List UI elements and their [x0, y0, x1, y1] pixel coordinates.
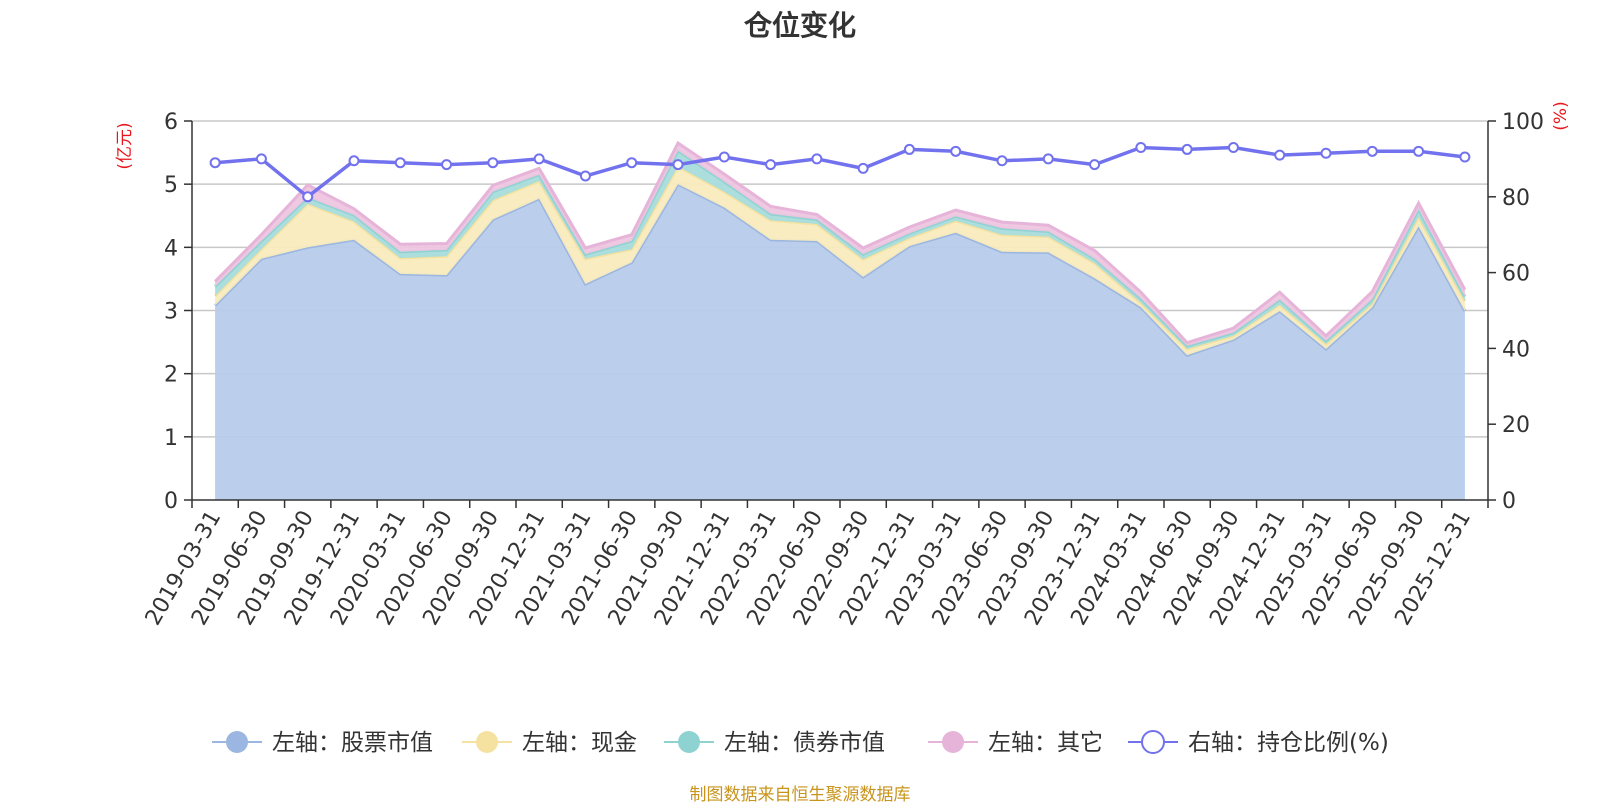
- left-tick-label: 3: [164, 300, 178, 325]
- ratio-point: [1135, 142, 1147, 154]
- right-axis-label: (%): [1551, 101, 1571, 130]
- ratio-point: [1181, 143, 1193, 155]
- legend-label: 右轴：持仓比例(%): [1188, 730, 1389, 756]
- left-axis-label: (亿元): [115, 122, 135, 169]
- ratio-point: [996, 155, 1008, 167]
- ratio-point: [255, 153, 267, 165]
- left-tick-label: 2: [164, 363, 178, 388]
- ratio-point: [441, 159, 453, 171]
- ratio-point: [1366, 145, 1378, 157]
- legend-marker: [476, 731, 498, 753]
- area-e6b4d8: [215, 143, 1465, 346]
- ratio-point: [718, 151, 730, 163]
- legend-label: 左轴：债券市值: [724, 730, 885, 756]
- ratio-point: [1227, 142, 1239, 154]
- ratio-point: [1320, 147, 1332, 159]
- ratio-line-path: [214, 145, 1466, 200]
- ratio-point: [857, 162, 869, 174]
- ratio-point: [394, 157, 406, 169]
- legend-marker: [678, 731, 700, 753]
- ratio-point: [1459, 151, 1471, 163]
- legend-label: 左轴：现金: [522, 730, 637, 756]
- right-tick-label: 100: [1502, 110, 1544, 135]
- legend-marker: [226, 731, 248, 753]
- ratio-point: [950, 145, 962, 157]
- area-f5e2a0: [215, 166, 1465, 356]
- right-tick-label: 20: [1502, 413, 1530, 438]
- ratio-point: [348, 155, 360, 167]
- stacked-areas: [214, 140, 1467, 500]
- legend-label: 左轴：其它: [988, 730, 1103, 756]
- left-tick-label: 0: [164, 489, 178, 514]
- legend: 左轴：股票市值 左轴：现金 左轴：债券市值 左轴：其它 右轴：持仓比例(%): [212, 730, 1389, 756]
- ratio-point: [765, 159, 777, 171]
- ratio-point: [1089, 159, 1101, 171]
- ratio-point: [533, 153, 545, 165]
- ratio-point: [1042, 153, 1054, 165]
- ratio-point: [903, 143, 915, 155]
- right-tick-label: 80: [1502, 186, 1530, 211]
- left-tick-label: 5: [164, 173, 178, 198]
- left-tick-label: 1: [164, 426, 178, 451]
- left-tick-label: 4: [164, 236, 178, 261]
- ratio-point: [302, 191, 314, 203]
- right-tick-label: 60: [1502, 262, 1530, 287]
- ratio-point: [672, 159, 684, 171]
- legend-label: 左轴：股票市值: [272, 730, 433, 756]
- ratio-point: [1413, 145, 1425, 157]
- ratio-point: [626, 157, 638, 169]
- right-tick-label: 0: [1502, 489, 1516, 514]
- ratio-point: [209, 157, 221, 169]
- ratio-point: [487, 157, 499, 169]
- source-note: 制图数据来自恒生聚源数据库: [689, 785, 911, 805]
- ratio-point: [579, 170, 591, 182]
- right-tick-label: 40: [1502, 337, 1530, 362]
- ratio-point: [1274, 149, 1286, 161]
- area-9bb6e0: [215, 184, 1465, 500]
- legend-marker: [1141, 730, 1165, 754]
- chart-title: 仓位变化: [743, 9, 856, 42]
- area-edge-line: [214, 140, 1467, 345]
- left-tick-label: 6: [164, 110, 178, 135]
- ratio-line: [209, 142, 1471, 203]
- ratio-point: [811, 153, 823, 165]
- legend-marker: [942, 731, 964, 753]
